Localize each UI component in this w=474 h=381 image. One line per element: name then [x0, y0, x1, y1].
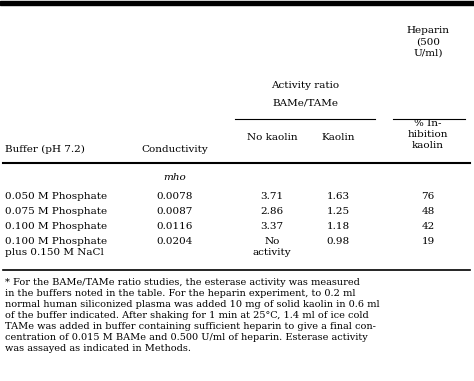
Text: 0.0204: 0.0204 — [157, 237, 193, 246]
Text: 1.18: 1.18 — [327, 222, 349, 231]
Text: No kaolin: No kaolin — [246, 133, 297, 142]
Text: 0.98: 0.98 — [327, 237, 349, 246]
Text: BAMe/TAMe: BAMe/TAMe — [272, 98, 338, 107]
Text: Conductivity: Conductivity — [142, 145, 209, 154]
Text: Kaolin: Kaolin — [321, 133, 355, 142]
Text: 1.25: 1.25 — [327, 207, 349, 216]
Text: No
activity: No activity — [253, 237, 292, 257]
Text: 3.71: 3.71 — [260, 192, 283, 201]
Text: 3.37: 3.37 — [260, 222, 283, 231]
Text: 2.86: 2.86 — [260, 207, 283, 216]
Text: 42: 42 — [421, 222, 435, 231]
Text: 0.0116: 0.0116 — [157, 222, 193, 231]
Text: 0.075 M Phosphate: 0.075 M Phosphate — [5, 207, 107, 216]
Text: Heparin
(500
U/ml): Heparin (500 U/ml) — [407, 26, 449, 57]
Text: in the buffers noted in the table. For the heparin experiment, to 0.2 ml: in the buffers noted in the table. For t… — [5, 289, 356, 298]
Text: TAMe was added in buffer containing sufficient heparin to give a final con-: TAMe was added in buffer containing suff… — [5, 322, 376, 331]
Text: 19: 19 — [421, 237, 435, 246]
Text: centration of 0.015 M BAMe and 0.500 U/ml of heparin. Esterase activity: centration of 0.015 M BAMe and 0.500 U/m… — [5, 333, 368, 342]
Text: was assayed as indicated in Methods.: was assayed as indicated in Methods. — [5, 344, 191, 353]
Text: Activity ratio: Activity ratio — [271, 81, 339, 90]
Text: 48: 48 — [421, 207, 435, 216]
Text: 0.0078: 0.0078 — [157, 192, 193, 201]
Text: normal human siliconized plasma was added 10 mg of solid kaolin in 0.6 ml: normal human siliconized plasma was adde… — [5, 300, 380, 309]
Text: 76: 76 — [421, 192, 435, 201]
Text: of the buffer indicated. After shaking for 1 min at 25°C, 1.4 ml of ice cold: of the buffer indicated. After shaking f… — [5, 311, 369, 320]
Text: 0.100 M Phosphate
plus 0.150 M NaCl: 0.100 M Phosphate plus 0.150 M NaCl — [5, 237, 107, 257]
Text: 0.0087: 0.0087 — [157, 207, 193, 216]
Text: 0.050 M Phosphate: 0.050 M Phosphate — [5, 192, 107, 201]
Text: % In-
hibition
kaolin: % In- hibition kaolin — [408, 119, 448, 150]
Text: * For the BAMe/TAMe ratio studies, the esterase activity was measured: * For the BAMe/TAMe ratio studies, the e… — [5, 278, 360, 287]
Text: 0.100 M Phosphate: 0.100 M Phosphate — [5, 222, 107, 231]
Text: 1.63: 1.63 — [327, 192, 349, 201]
Text: Buffer (pH 7.2): Buffer (pH 7.2) — [5, 145, 85, 154]
Text: mho: mho — [164, 173, 186, 182]
